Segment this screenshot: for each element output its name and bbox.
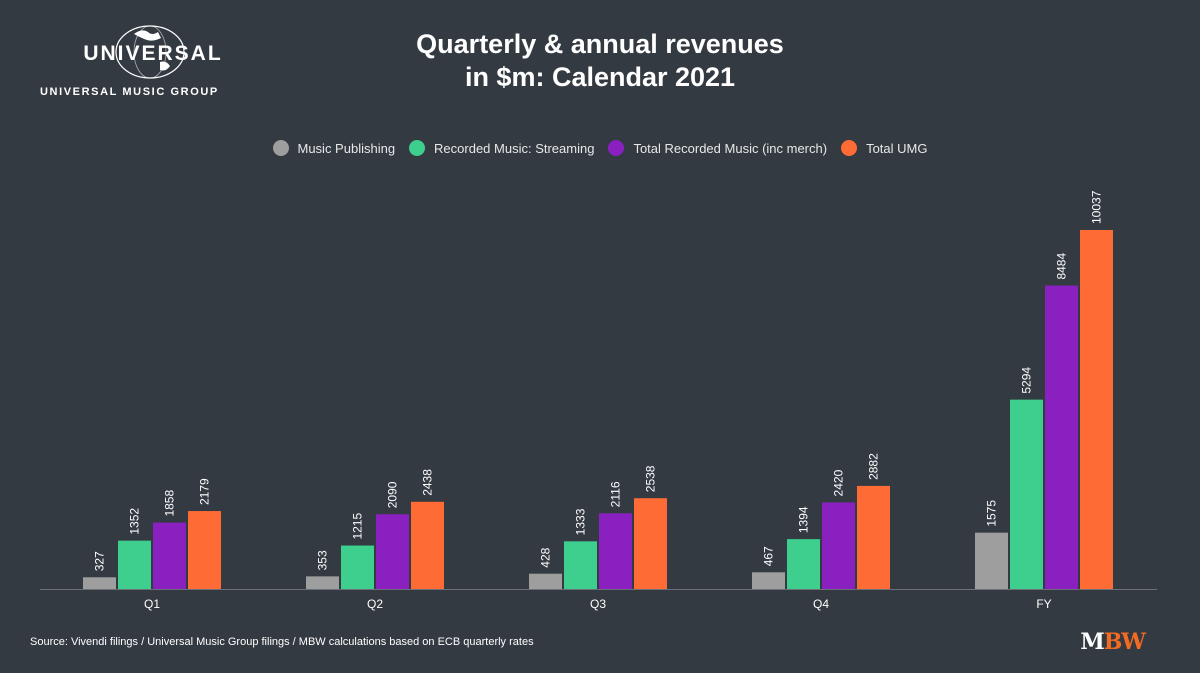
x-tick-label-q4: Q4 [813,597,829,611]
chart-title-line2: in $m: Calendar 2021 [464,62,736,92]
logo-subtitle: UNIVERSAL MUSIC GROUP [40,86,219,98]
data-label-q4-series-3: 2882 [867,453,881,480]
legend-swatch-publishing [272,140,289,156]
data-label-q3-series-2: 2116 [609,481,623,507]
data-label-fy-series-0: 1575 [985,500,999,527]
legend-swatch-umg [841,140,858,156]
bar-q1-series-2[interactable] [153,522,186,589]
data-label-q3-series-1: 1333 [574,508,588,535]
bar-q2-series-3[interactable] [411,501,444,589]
legend-label-umg: Total UMG [866,140,928,156]
data-label-q2-series-2: 2090 [386,481,400,508]
bar-q1-series-0[interactable] [83,577,116,589]
source-note: Source: Vivendi filings / Universal Musi… [30,636,534,648]
x-tick-label-q2: Q2 [367,597,383,611]
data-label-q1-series-1: 1352 [128,508,142,535]
data-label-q4-series-0: 467 [762,546,776,566]
bar-q1-series-3[interactable] [188,511,221,589]
mbw-logo: MBW [1080,629,1146,655]
data-label-q3-series-0: 428 [539,547,553,567]
legend-label-publishing: Music Publishing [297,140,396,156]
bar-q4-series-3[interactable] [857,485,890,589]
legend-label-streaming: Recorded Music: Streaming [434,140,595,156]
legend-swatch-streaming [409,140,426,156]
x-tick-label-fy: FY [1036,597,1051,611]
bar-q3-series-3[interactable] [634,498,667,589]
bar-fy-series-3[interactable] [1080,230,1113,589]
x-tick-label-q1: Q1 [144,597,160,611]
data-label-q3-series-3: 2538 [644,465,658,492]
data-label-q1-series-2: 1858 [163,490,177,517]
legend-item-streaming[interactable]: Recorded Music: Streaming [409,140,594,156]
legend-swatch-recorded [608,140,625,156]
chart-legend: Music Publishing Recorded Music: Streami… [0,140,1200,156]
data-label-q2-series-0: 353 [316,550,330,570]
bar-q3-series-0[interactable] [529,573,562,589]
x-tick-label-q3: Q3 [590,597,606,611]
mbw-logo-m: M [1080,629,1104,655]
bar-fy-series-0[interactable] [975,532,1008,589]
data-label-fy-series-3: 10037 [1090,190,1104,224]
bar-q4-series-0[interactable] [752,572,785,589]
data-label-fy-series-2: 8484 [1055,253,1069,280]
data-label-fy-series-1: 5294 [1020,367,1034,394]
universal-logo: UNIVERSAL UNIVERSAL MUSIC GROUP [30,22,235,102]
chart-title-line1: Quarterly & annual revenues [416,29,784,59]
globe-icon [115,25,185,79]
bar-q2-series-2[interactable] [376,514,409,589]
bar-q4-series-2[interactable] [822,502,855,589]
data-label-q4-series-2: 2420 [832,469,846,496]
legend-item-umg[interactable]: Total UMG [841,140,927,156]
data-label-q4-series-1: 1394 [797,506,811,533]
legend-label-recorded: Total Recorded Music (inc merch) [633,140,828,156]
bar-q3-series-2[interactable] [599,513,632,589]
chart-title: Quarterly & annual revenues in $m: Calen… [300,28,900,94]
legend-item-recorded[interactable]: Total Recorded Music (inc merch) [608,140,827,156]
bar-q4-series-1[interactable] [787,539,820,589]
bar-fy-series-2[interactable] [1045,285,1078,589]
bar-fy-series-1[interactable] [1010,399,1043,589]
bar-q3-series-1[interactable] [564,541,597,589]
data-label-q2-series-3: 2438 [421,469,435,496]
data-label-q2-series-1: 1215 [351,513,365,540]
mbw-logo-bw: BW [1103,629,1146,655]
logo-brand-text: UNIVERSAL [83,42,223,65]
data-label-q1-series-3: 2179 [198,478,212,505]
bar-q1-series-1[interactable] [118,540,151,589]
data-label-q1-series-0: 327 [93,551,107,571]
bar-q2-series-0[interactable] [306,576,339,589]
bar-q2-series-1[interactable] [341,545,374,589]
legend-item-publishing[interactable]: Music Publishing [272,140,396,156]
